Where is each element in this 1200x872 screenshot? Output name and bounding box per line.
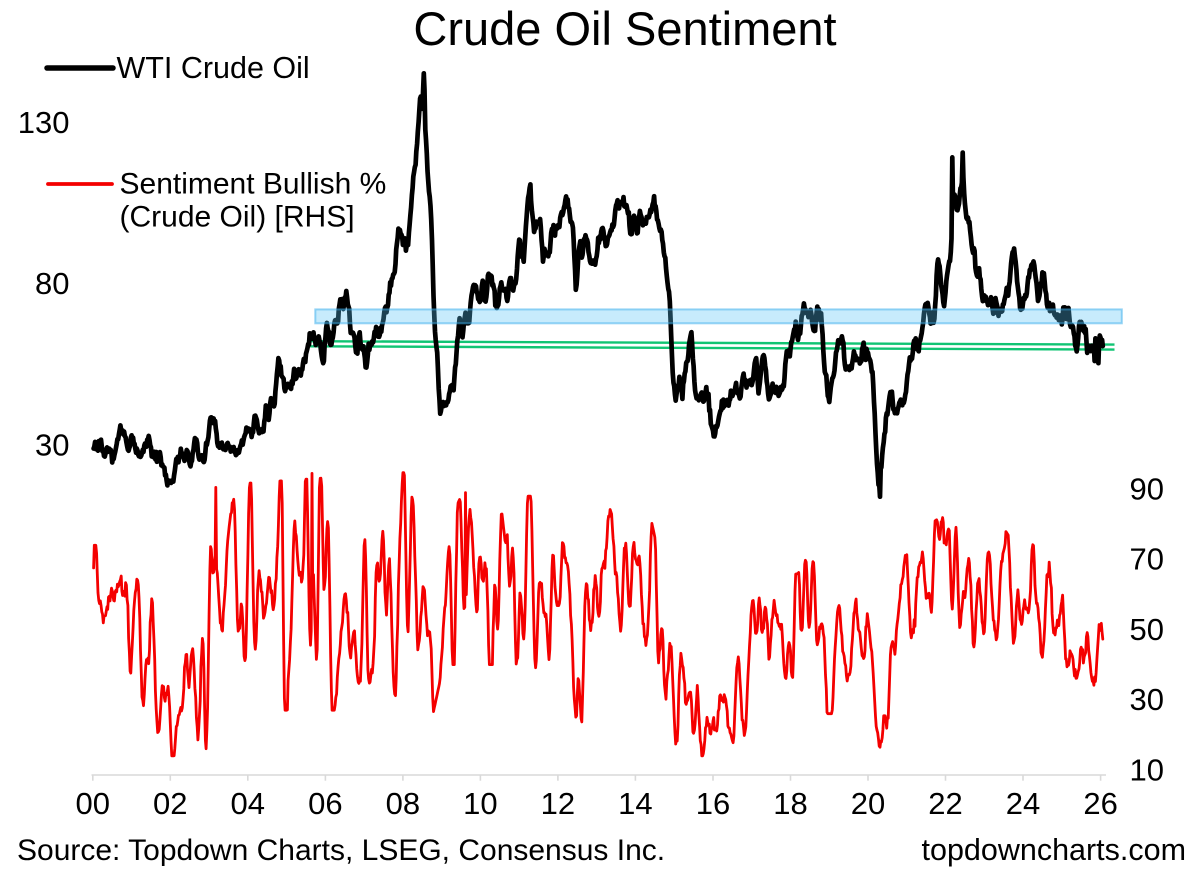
svg-text:04: 04 — [231, 786, 265, 821]
svg-text:24: 24 — [1006, 786, 1040, 821]
svg-text:26: 26 — [1083, 786, 1117, 821]
svg-text:50: 50 — [1130, 612, 1164, 647]
svg-text:80: 80 — [35, 266, 69, 301]
svg-text:130: 130 — [18, 105, 70, 140]
svg-text:Source: Topdown Charts, LSEG,: Source: Topdown Charts, LSEG, Consensus … — [17, 834, 665, 867]
svg-text:Sentiment Bullish %: Sentiment Bullish % — [120, 168, 387, 201]
svg-text:08: 08 — [386, 786, 420, 821]
svg-text:WTI Crude Oil: WTI Crude Oil — [117, 51, 310, 85]
svg-text:10: 10 — [1130, 752, 1164, 787]
svg-text:topdowncharts.com: topdowncharts.com — [922, 833, 1186, 867]
svg-text:Crude Oil Sentiment: Crude Oil Sentiment — [413, 2, 836, 55]
svg-text:16: 16 — [696, 786, 730, 821]
svg-text:10: 10 — [463, 786, 497, 821]
svg-text:14: 14 — [618, 786, 652, 821]
svg-text:12: 12 — [541, 786, 575, 821]
svg-text:(Crude Oil) [RHS]: (Crude Oil) [RHS] — [120, 201, 355, 234]
svg-text:20: 20 — [851, 786, 885, 821]
svg-text:18: 18 — [773, 786, 807, 821]
svg-text:70: 70 — [1130, 542, 1164, 577]
svg-text:30: 30 — [35, 428, 69, 463]
svg-text:22: 22 — [928, 786, 962, 821]
svg-text:30: 30 — [1130, 682, 1164, 717]
svg-text:90: 90 — [1130, 472, 1164, 507]
svg-text:06: 06 — [308, 786, 342, 821]
svg-text:00: 00 — [76, 786, 110, 821]
svg-text:02: 02 — [153, 786, 187, 821]
